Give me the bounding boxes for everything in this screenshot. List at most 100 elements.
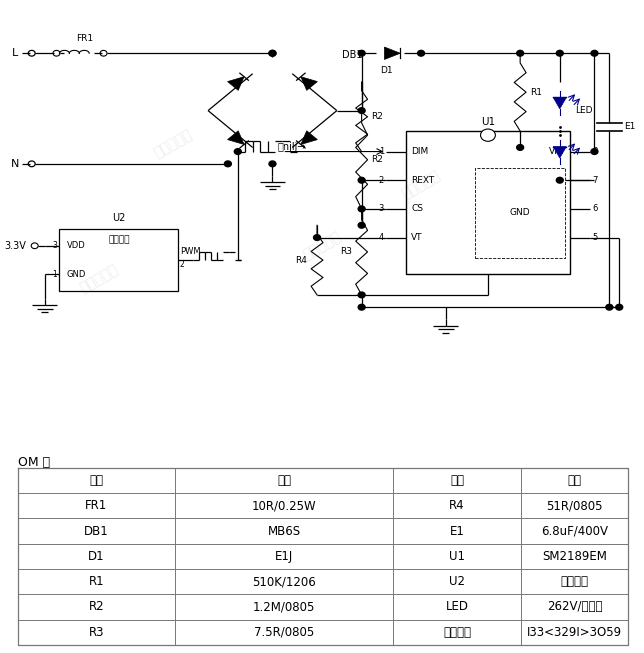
FancyBboxPatch shape <box>59 229 178 291</box>
Text: R1: R1 <box>530 88 542 97</box>
Circle shape <box>358 50 365 56</box>
Text: E1: E1 <box>450 524 464 537</box>
Circle shape <box>516 50 524 56</box>
Text: DB1: DB1 <box>84 524 109 537</box>
Circle shape <box>606 304 613 310</box>
Text: GND: GND <box>509 208 530 217</box>
Text: D1: D1 <box>88 550 105 563</box>
Text: 位号: 位号 <box>450 474 464 487</box>
Text: U2: U2 <box>449 575 465 588</box>
Text: NC: NC <box>552 204 565 214</box>
Text: R4: R4 <box>295 255 307 264</box>
Text: N: N <box>11 159 19 169</box>
Text: 1: 1 <box>379 147 384 156</box>
Text: I33<329I>3O59: I33<329I>3O59 <box>527 626 622 639</box>
Text: 1.2M/0805: 1.2M/0805 <box>253 601 315 613</box>
Text: 鈢铭科电子: 鈢铭科电子 <box>77 262 120 295</box>
Text: U1: U1 <box>481 117 495 127</box>
Text: GND: GND <box>67 270 86 279</box>
Text: LED: LED <box>446 601 468 613</box>
Text: 3: 3 <box>379 204 384 214</box>
Text: PWM: PWM <box>180 247 200 257</box>
Circle shape <box>591 149 598 154</box>
Text: 510K/1206: 510K/1206 <box>252 575 316 588</box>
Text: R4: R4 <box>449 500 465 512</box>
Circle shape <box>358 108 365 114</box>
Text: REXT: REXT <box>411 176 435 185</box>
Text: 4: 4 <box>379 233 384 242</box>
Text: FR1: FR1 <box>86 500 108 512</box>
Polygon shape <box>553 97 566 109</box>
Text: U2: U2 <box>112 214 126 223</box>
Circle shape <box>591 50 598 56</box>
Text: 丟njlj→: 丟njlj→ <box>278 142 306 152</box>
Text: 5: 5 <box>592 233 597 242</box>
Text: 6.8uF/400V: 6.8uF/400V <box>541 524 608 537</box>
Text: LED: LED <box>574 106 592 115</box>
Text: OM 单: OM 单 <box>18 456 50 469</box>
Circle shape <box>358 178 365 183</box>
Circle shape <box>358 304 365 310</box>
Circle shape <box>556 50 564 56</box>
Text: R2: R2 <box>89 601 104 613</box>
Text: 7.5R/0805: 7.5R/0805 <box>254 626 314 639</box>
Text: 技术支持: 技术支持 <box>443 626 471 639</box>
Text: 控制模块: 控制模块 <box>560 575 589 588</box>
Text: 参数: 参数 <box>277 474 291 487</box>
Text: 位号: 位号 <box>90 474 104 487</box>
Text: MB6S: MB6S <box>267 524 301 537</box>
Circle shape <box>269 50 276 56</box>
Circle shape <box>269 50 276 56</box>
Text: VIN: VIN <box>549 147 565 156</box>
Text: 2: 2 <box>379 176 384 185</box>
Text: 7: 7 <box>592 176 598 185</box>
Polygon shape <box>384 47 401 59</box>
Text: 2: 2 <box>180 260 185 268</box>
Text: E1: E1 <box>624 123 636 131</box>
Text: OUT: OUT <box>546 176 565 185</box>
Text: 8: 8 <box>592 147 598 156</box>
Circle shape <box>556 178 564 183</box>
Text: 鈢铭科电子: 鈢铭科电子 <box>152 127 195 160</box>
Circle shape <box>358 206 365 212</box>
Text: VDD: VDD <box>67 241 86 250</box>
Text: L: L <box>12 48 18 58</box>
Text: U1: U1 <box>449 550 465 563</box>
Text: 鈢铭科电子: 鈢铭科电子 <box>300 229 344 263</box>
Circle shape <box>314 234 321 240</box>
Text: SM2189EM: SM2189EM <box>542 550 607 563</box>
Polygon shape <box>301 131 317 144</box>
FancyBboxPatch shape <box>475 168 565 258</box>
Text: 参数: 参数 <box>567 474 582 487</box>
Text: R3: R3 <box>89 626 104 639</box>
Circle shape <box>480 129 495 141</box>
Text: 3: 3 <box>52 241 57 250</box>
Text: 6: 6 <box>592 204 598 214</box>
Text: VT: VT <box>411 233 422 242</box>
Circle shape <box>358 223 365 228</box>
Text: CH: CH <box>552 233 565 242</box>
Text: 51R/0805: 51R/0805 <box>546 500 603 512</box>
Text: DIM: DIM <box>411 147 428 156</box>
Circle shape <box>417 50 424 56</box>
Text: CS: CS <box>411 204 423 214</box>
Text: R1: R1 <box>89 575 104 588</box>
Text: E1J: E1J <box>275 550 293 563</box>
Text: 262V/灯丝灯: 262V/灯丝灯 <box>547 601 602 613</box>
Text: 1: 1 <box>52 270 57 279</box>
Polygon shape <box>553 146 566 158</box>
FancyBboxPatch shape <box>406 131 570 274</box>
Text: D1: D1 <box>380 65 393 74</box>
Circle shape <box>616 304 623 310</box>
Text: 控制模块: 控制模块 <box>108 236 129 244</box>
Polygon shape <box>301 76 317 90</box>
Circle shape <box>516 144 524 150</box>
Text: 10R/0.25W: 10R/0.25W <box>252 500 316 512</box>
Circle shape <box>358 292 365 298</box>
Circle shape <box>269 161 276 167</box>
Text: FR1: FR1 <box>75 34 93 43</box>
Text: 3.3V: 3.3V <box>4 241 26 251</box>
Polygon shape <box>227 131 244 144</box>
Text: 鈢铭科电子: 鈢铭科电子 <box>399 168 442 201</box>
Text: DB1: DB1 <box>342 50 363 60</box>
